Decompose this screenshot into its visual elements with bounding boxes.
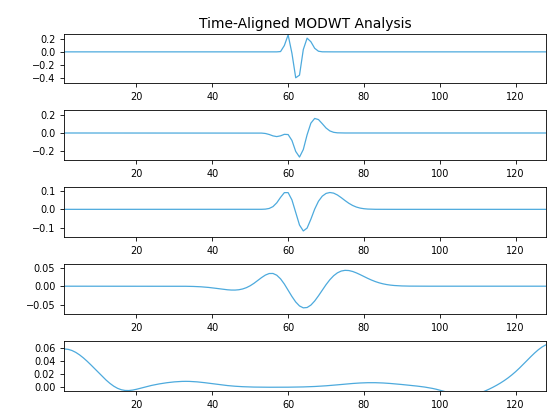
Title: Time-Aligned MODWT Analysis: Time-Aligned MODWT Analysis [199, 17, 412, 31]
